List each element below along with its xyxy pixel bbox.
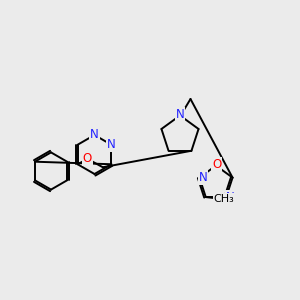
Text: O: O	[212, 158, 221, 171]
Text: O: O	[82, 152, 92, 165]
Text: N: N	[107, 138, 116, 151]
Text: CH₃: CH₃	[213, 194, 234, 204]
Text: N: N	[90, 128, 99, 141]
Text: N: N	[199, 171, 207, 184]
Text: N: N	[176, 107, 184, 121]
Text: N: N	[226, 190, 234, 204]
